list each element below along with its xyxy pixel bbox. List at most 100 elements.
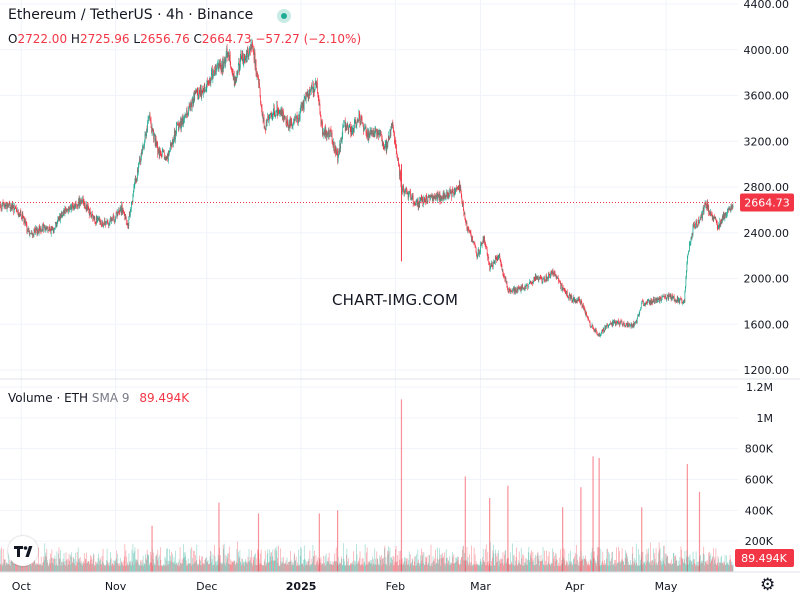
volume-bar [196, 544, 198, 572]
volume-bar [508, 563, 510, 572]
volume-bar [366, 547, 368, 572]
candle-body [145, 133, 147, 137]
volume-bar [38, 563, 40, 572]
volume-bar [444, 552, 446, 572]
candle-body [599, 333, 601, 337]
volume-bar [120, 560, 122, 572]
volume-bar [384, 548, 385, 572]
volume-bar [92, 563, 93, 572]
candle-body [288, 125, 289, 129]
candle-body [32, 234, 34, 236]
volume-bar [136, 559, 137, 572]
candle-body [396, 153, 398, 156]
candle-body [686, 271, 687, 279]
volume-bar [617, 562, 618, 572]
candle-body [655, 298, 656, 300]
candle-body [715, 218, 716, 219]
tradingview-logo-icon[interactable] [8, 536, 38, 566]
candle-body [33, 234, 34, 236]
volume-bar [91, 556, 92, 572]
candle-body [13, 205, 15, 213]
volume-bar [564, 549, 566, 572]
volume-bar [67, 565, 68, 572]
candle-body [632, 323, 634, 327]
candle-body [680, 298, 681, 301]
volume-bar [625, 554, 627, 572]
volume-bar [175, 550, 176, 572]
volume-bar [193, 564, 195, 572]
volume-bar [648, 562, 650, 572]
volume-bar [653, 561, 655, 572]
candle-body [170, 143, 172, 145]
volume-bar [461, 557, 463, 572]
volume-bar [653, 548, 654, 572]
volume-bar [660, 560, 661, 572]
volume-bar [436, 563, 437, 572]
volume-bar [41, 565, 43, 572]
candle-body [247, 50, 248, 58]
candle-body [374, 129, 376, 135]
volume-bar [5, 562, 7, 572]
candle-body [406, 187, 407, 192]
volume-bar [649, 561, 651, 572]
volume-bar [206, 557, 207, 572]
candle-body [180, 120, 181, 127]
volume-bar [90, 555, 91, 572]
candle-body [161, 153, 162, 156]
candle-body [722, 217, 723, 223]
volume-bar [82, 562, 84, 572]
candle-body [501, 263, 502, 265]
volume-bar [20, 564, 21, 572]
candle-body [618, 322, 620, 324]
volume-bar [691, 561, 692, 572]
last-volume-label: 89.494K [741, 552, 787, 565]
candle-body [26, 224, 28, 232]
gear-icon[interactable]: ⚙ [760, 575, 776, 595]
volume-bar [579, 556, 580, 572]
candle-body [531, 281, 532, 284]
volume-bar [55, 558, 57, 572]
candle-body [131, 201, 133, 204]
volume-bar [141, 565, 142, 572]
low-value: 2656.76 [140, 32, 190, 46]
volume-bar [438, 560, 439, 572]
volume-bar [625, 550, 626, 572]
volume-bar [62, 558, 64, 572]
volume-bar [695, 565, 696, 572]
volume-bar [116, 550, 118, 572]
candle-body [135, 178, 137, 182]
volume-bar [427, 565, 428, 572]
volume-bar [390, 562, 391, 572]
volume-spike-bar [400, 399, 403, 572]
volume-bar [198, 563, 200, 572]
volume-bar [191, 558, 193, 572]
volume-bar [515, 560, 517, 572]
volume-bar [114, 559, 116, 572]
volume-bar [142, 555, 144, 572]
volume-bar [457, 559, 459, 572]
volume-bar [685, 565, 687, 572]
candle-body [232, 73, 234, 79]
volume-bar [678, 565, 679, 572]
volume-bar [486, 564, 488, 572]
volume-bar [611, 552, 613, 572]
candle-body [391, 123, 393, 126]
volume-bar [683, 562, 684, 572]
volume-bar [353, 551, 354, 572]
candle-body [29, 233, 31, 235]
symbol-title[interactable]: Ethereum / TetherUS · 4h · Binance [8, 7, 254, 23]
volume-legend[interactable]: Volume · ETH SMA 9 89.494K [8, 391, 189, 405]
candle-body [620, 320, 621, 324]
candle-body [162, 151, 163, 156]
volume-bar [73, 558, 74, 572]
candle-body [233, 74, 235, 79]
volume-spike-bar [698, 491, 701, 572]
candle-body [80, 199, 82, 204]
volume-bar [200, 560, 201, 572]
candle-body [25, 221, 27, 222]
volume-bar [479, 564, 481, 572]
candle-body [453, 192, 455, 195]
candle-body [68, 207, 70, 209]
candle-body [351, 128, 352, 134]
candle-body [369, 134, 370, 137]
